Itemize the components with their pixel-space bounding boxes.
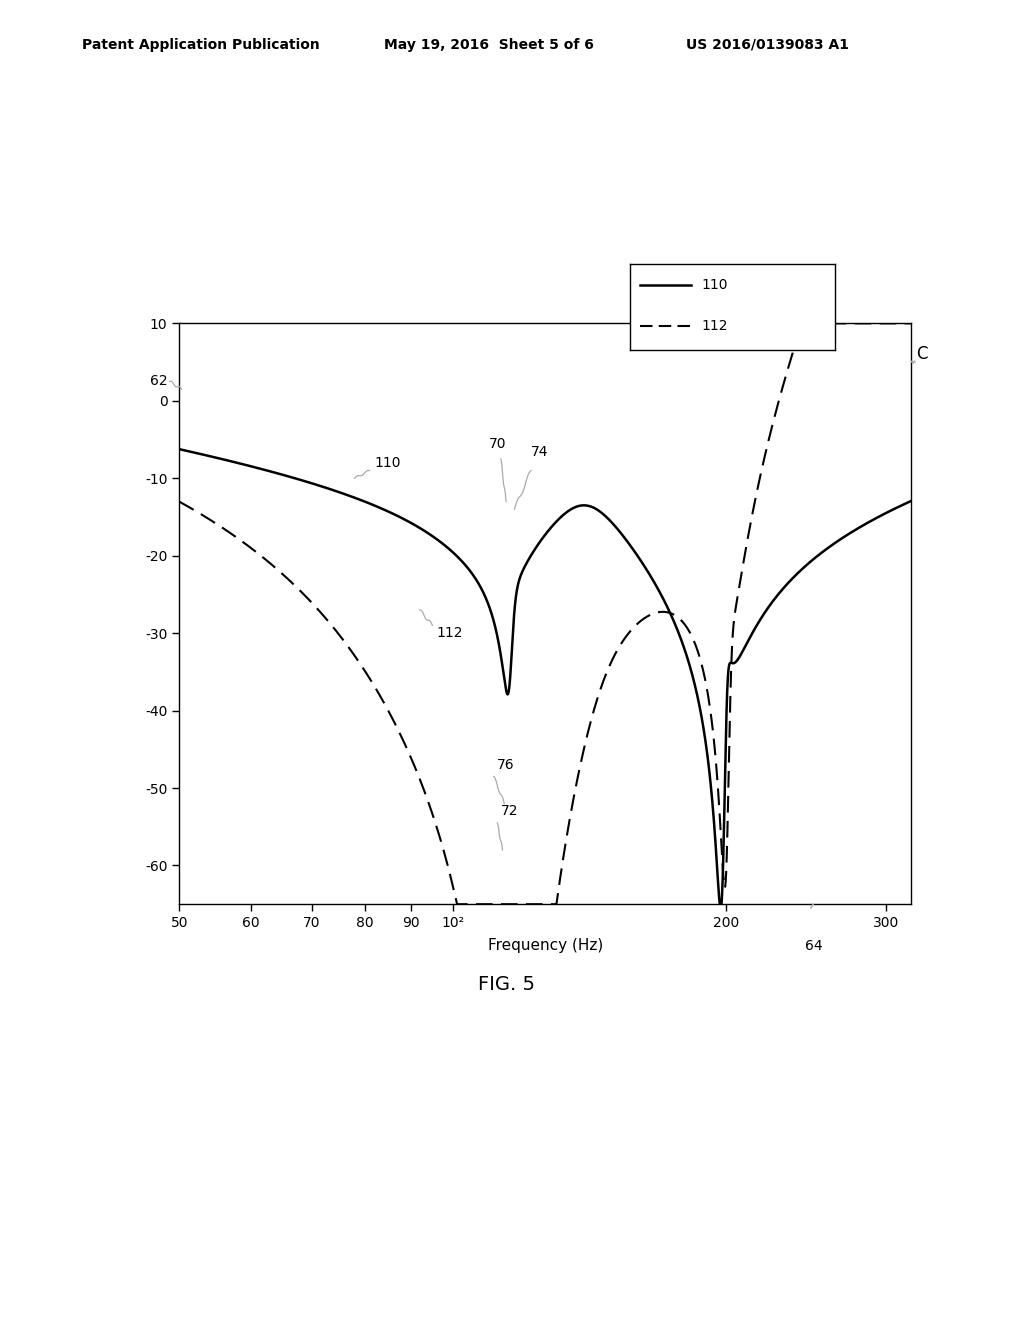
110 <box>440 539 453 554</box>
Text: C: C <box>916 346 928 363</box>
110 <box>210 450 222 466</box>
112 <box>911 315 924 331</box>
Text: FIG. 5: FIG. 5 <box>478 975 536 994</box>
Text: 64: 64 <box>805 939 823 953</box>
110 <box>721 701 733 717</box>
110 <box>760 603 772 619</box>
112 <box>440 853 453 869</box>
Text: 112: 112 <box>436 626 463 640</box>
Text: May 19, 2016  Sheet 5 of 6: May 19, 2016 Sheet 5 of 6 <box>384 38 594 51</box>
Text: 62: 62 <box>150 375 167 388</box>
110 <box>642 565 654 581</box>
112 <box>210 516 222 532</box>
Text: Patent Application Publication: Patent Application Publication <box>82 38 319 51</box>
Text: 74: 74 <box>531 445 549 459</box>
Line: 112: 112 <box>179 323 918 904</box>
112 <box>173 494 185 510</box>
Text: 70: 70 <box>488 437 506 451</box>
112 <box>721 853 733 869</box>
110 <box>610 519 623 535</box>
112 <box>642 609 654 624</box>
Text: US 2016/0139083 A1: US 2016/0139083 A1 <box>686 38 849 51</box>
Text: 110: 110 <box>375 455 400 470</box>
Line: 110: 110 <box>179 449 918 904</box>
112 <box>610 644 623 660</box>
110 <box>911 490 924 506</box>
Text: 76: 76 <box>498 758 515 772</box>
112 <box>796 315 808 331</box>
110 <box>173 441 185 457</box>
112 <box>451 896 463 912</box>
110 <box>714 896 726 912</box>
112 <box>760 444 772 459</box>
Text: 72: 72 <box>501 804 518 818</box>
X-axis label: Frequency (Hz): Frequency (Hz) <box>487 939 603 953</box>
Text: 110: 110 <box>701 279 728 293</box>
Text: 112: 112 <box>701 318 728 333</box>
